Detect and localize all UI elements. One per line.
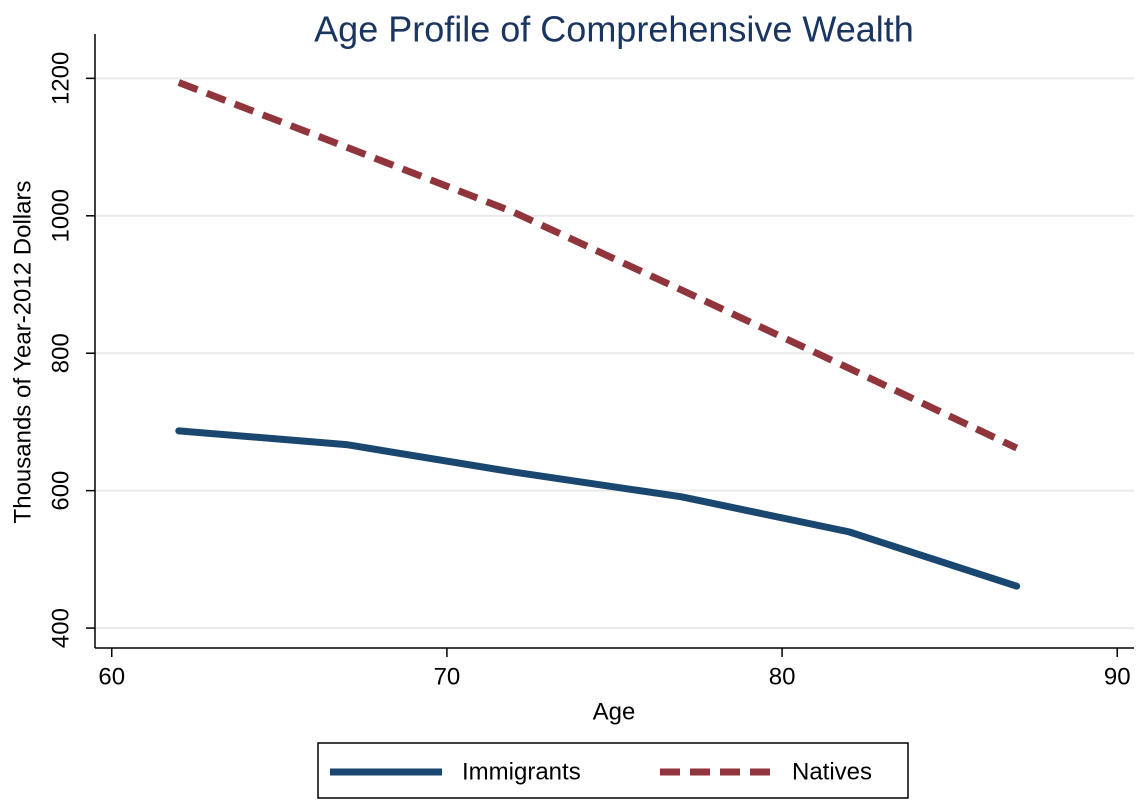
y-tick-label: 400 [47,608,74,648]
chart-title: Age Profile of Comprehensive Wealth [314,9,914,50]
line-series [175,427,1021,590]
x-tick-label: 80 [769,663,796,690]
y-tick-label: 600 [47,471,74,511]
x-tick-label: 60 [98,663,125,690]
legend-label: Natives [792,758,872,785]
legend-label: Immigrants [462,758,581,785]
x-axis-title: Age [593,698,636,725]
y-tick-label: 1200 [47,52,74,105]
x-tick-label: 70 [434,663,461,690]
legend-box [317,742,909,799]
x-tick-label: 90 [1104,663,1131,690]
y-axis-title: Thousands of Year-2012 Dollars [9,181,36,524]
y-tick-label: 1000 [47,189,74,242]
y-tick-label: 800 [47,333,74,373]
line-series [177,79,1019,452]
